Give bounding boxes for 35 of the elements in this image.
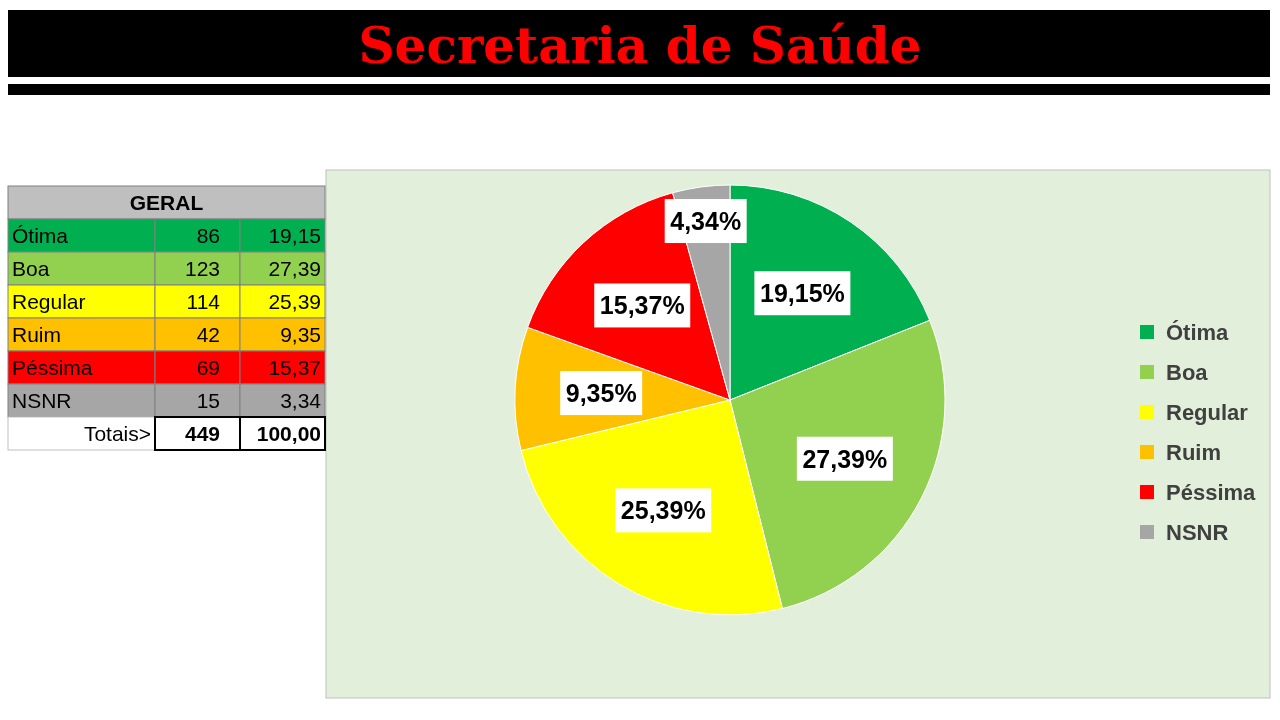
text: 25,39: [268, 290, 321, 313]
category-label: Regular: [12, 290, 86, 313]
text: 15: [196, 389, 220, 412]
legend-label: Ruim: [1166, 440, 1221, 465]
category-label: Péssima: [12, 356, 93, 379]
text: 123: [184, 257, 220, 280]
text: 114: [186, 290, 221, 313]
text: 9,35: [280, 323, 321, 346]
text: GERAL: [129, 191, 204, 214]
text: 27,39: [268, 257, 321, 280]
text: 42: [196, 323, 220, 346]
data-label: 27,39%: [802, 444, 888, 473]
text: 86: [196, 224, 220, 247]
data-label: 9,35%: [565, 379, 637, 408]
text: Totais>: [83, 422, 151, 445]
text: 69: [196, 356, 220, 379]
legend-label: Péssima: [1166, 480, 1257, 505]
category-label: Ruim: [12, 323, 62, 346]
text: 449: [184, 422, 220, 445]
text: 19,15: [268, 224, 321, 247]
text: 100,00: [256, 422, 321, 445]
text: 15,37: [268, 356, 321, 379]
category-label: Boa: [12, 257, 50, 280]
data-label: 25,39%: [620, 496, 706, 525]
category-label: NSNR: [12, 389, 72, 412]
legend-label: Boa: [1166, 360, 1209, 385]
text: 3,34: [280, 389, 322, 412]
data-label: 15,37%: [599, 291, 685, 320]
legend-label: Ótima: [1166, 320, 1230, 345]
legend-label: NSNR: [1166, 520, 1229, 545]
chart-title: Secretaria de Saúde: [358, 16, 922, 75]
data-label: 4,34%: [670, 207, 742, 236]
category-label: Ótima: [12, 224, 69, 247]
legend-label: Regular: [1166, 400, 1249, 425]
data-label: 19,15%: [759, 279, 845, 308]
